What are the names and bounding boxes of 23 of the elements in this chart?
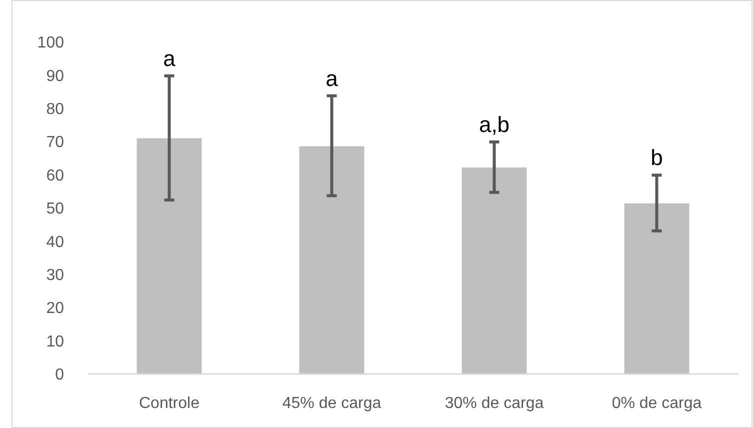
bar — [299, 146, 364, 374]
y-tick-label: 70 — [46, 134, 64, 152]
y-tick-label: 50 — [46, 200, 64, 218]
y-tick-label: 90 — [46, 68, 64, 85]
x-tick-label: 0% de carga — [612, 395, 702, 412]
y-tick-label: 100 — [37, 34, 64, 52]
x-tick-label: 45% de carga — [282, 395, 382, 412]
annotation: a — [326, 66, 339, 91]
y-tick-label: 40 — [46, 234, 64, 251]
bar — [136, 138, 202, 374]
y-tick-label: 20 — [46, 300, 64, 318]
x-tick-label: 30% de carga — [444, 395, 544, 412]
annotation: a,b — [478, 112, 510, 137]
bar — [462, 167, 527, 374]
annotation: a — [163, 46, 176, 71]
y-tick-label: 0 — [55, 366, 64, 384]
y-tick-label: 30 — [46, 267, 64, 284]
x-tick-label: Controle — [139, 395, 200, 412]
annotation: b — [650, 145, 663, 170]
y-tick-label: 80 — [46, 101, 64, 118]
y-tick-label: 60 — [46, 167, 64, 184]
y-tick-label: 10 — [46, 333, 64, 350]
bar — [624, 203, 690, 374]
